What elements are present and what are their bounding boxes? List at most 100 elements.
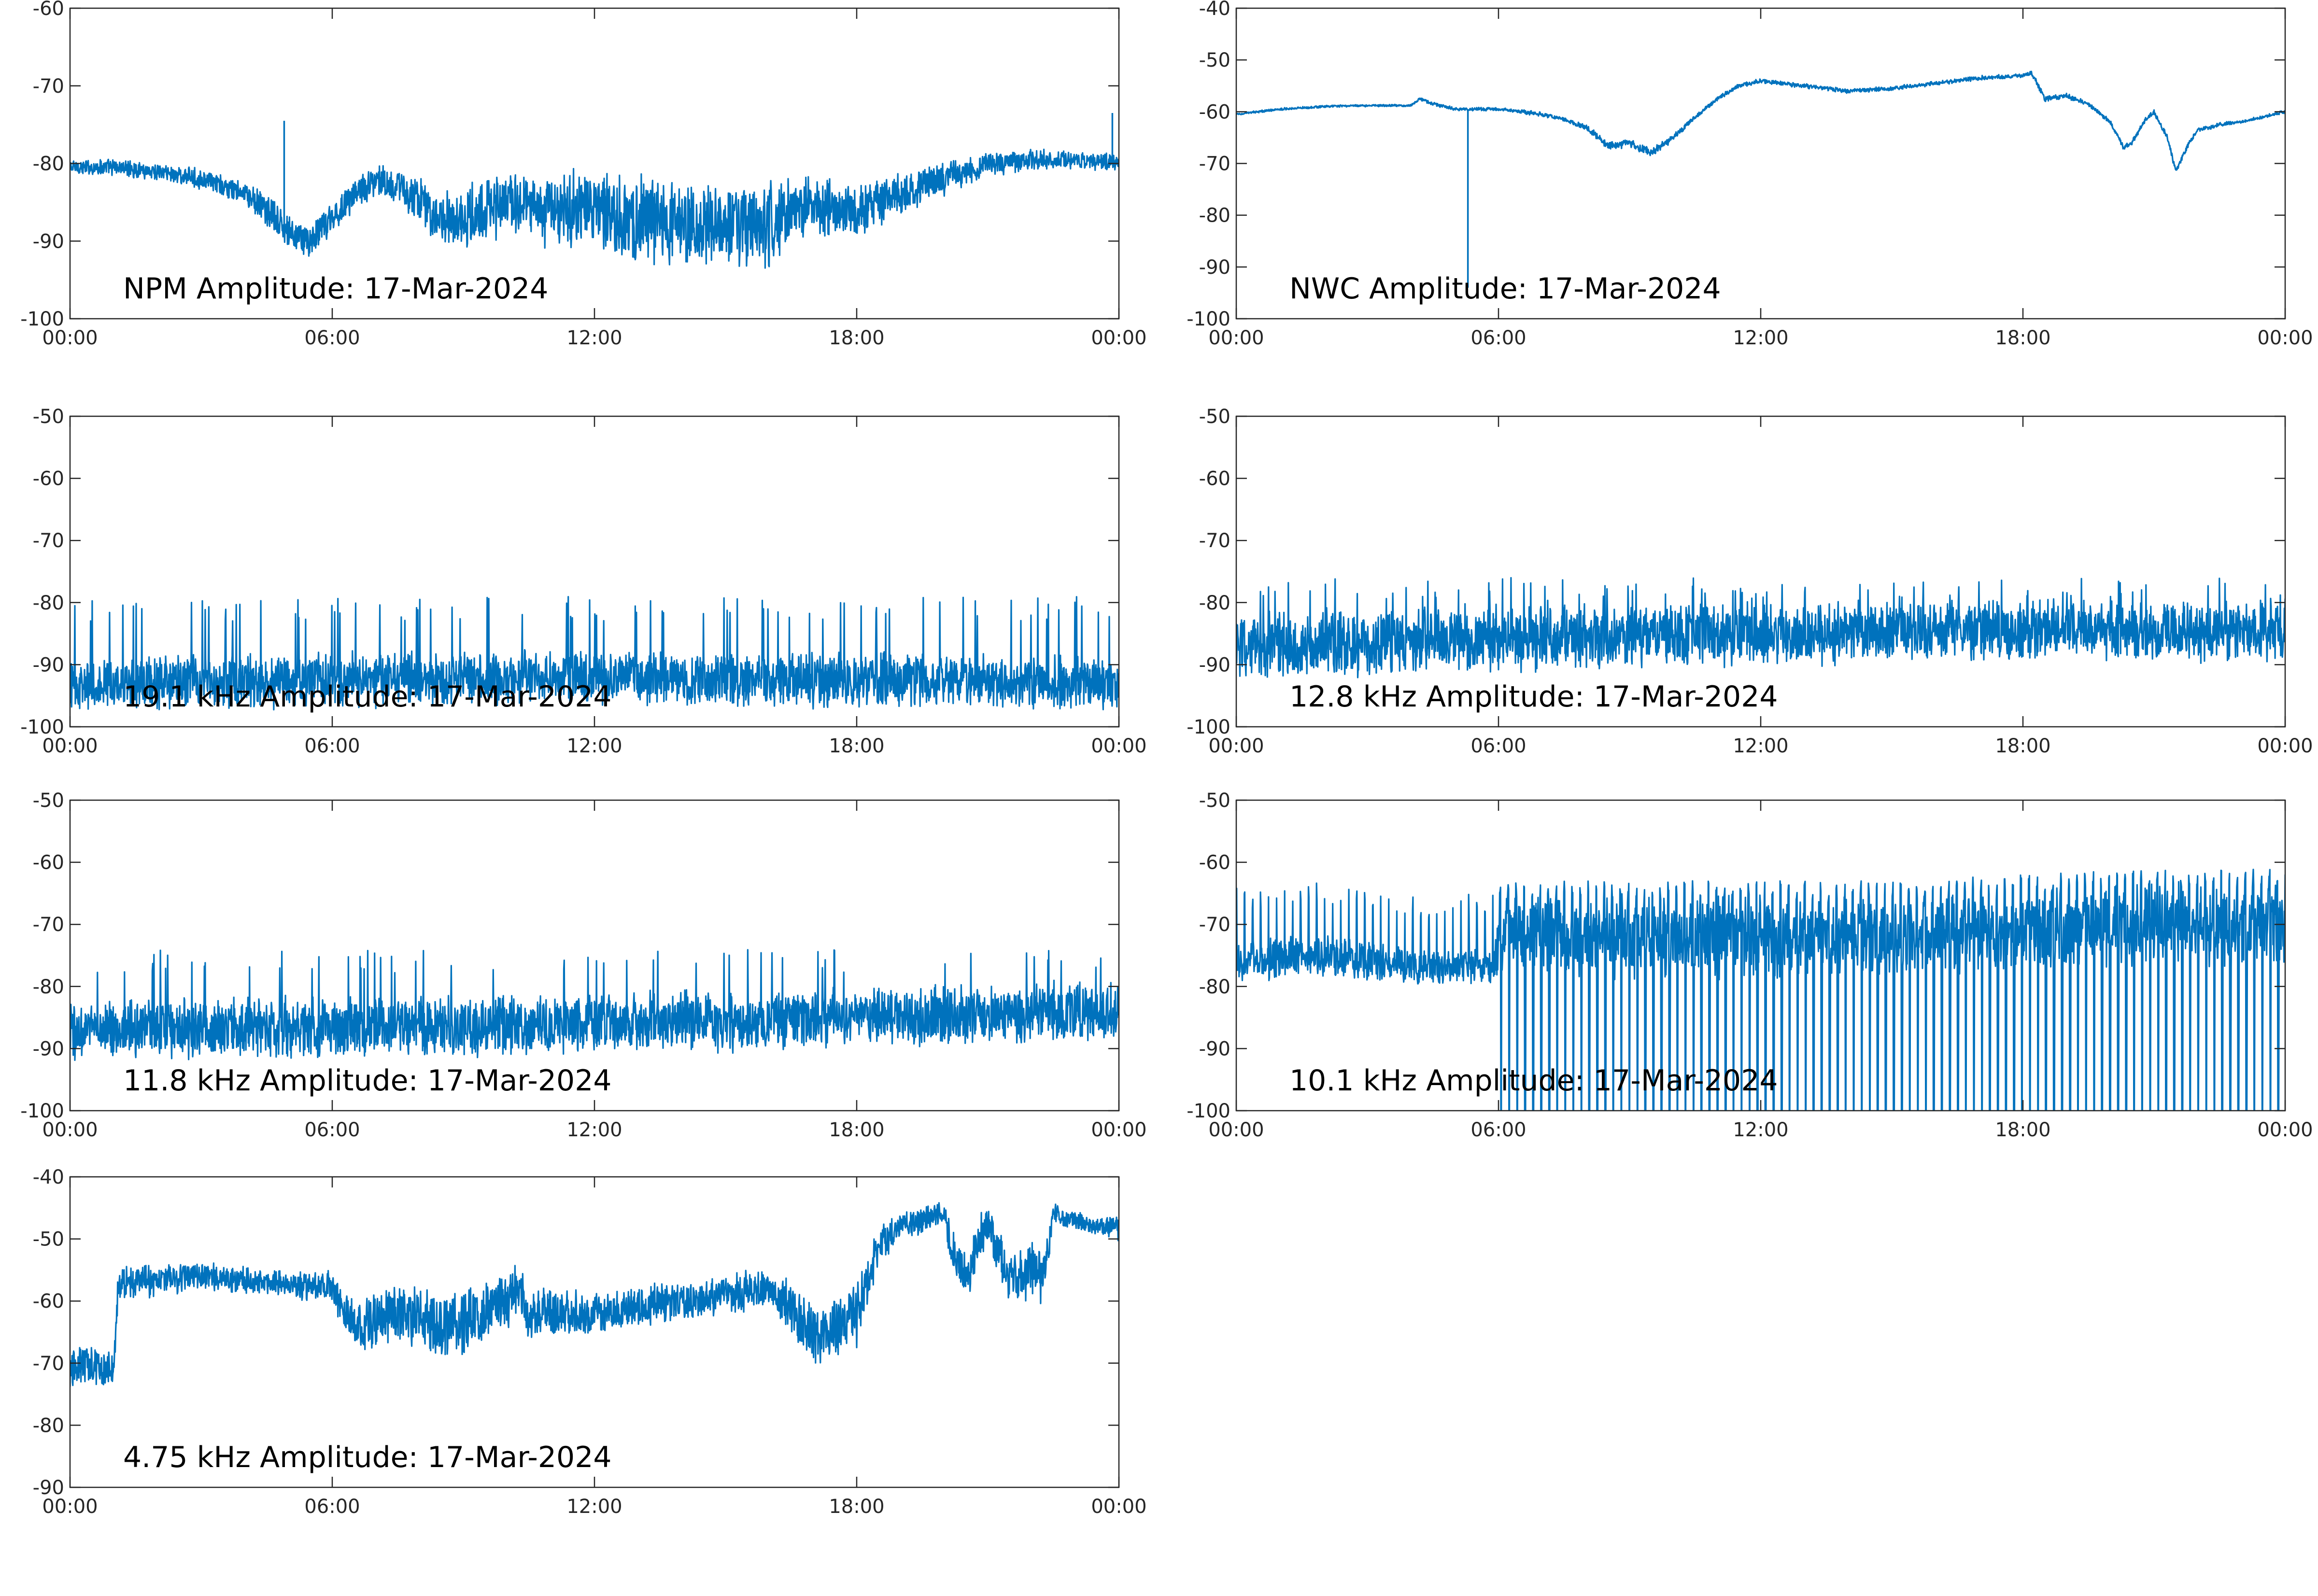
y-tick-label: -100: [1187, 1100, 1230, 1122]
series-group: [1236, 71, 2285, 288]
y-tick-label: -60: [33, 468, 64, 490]
x-tick-label: 12:00: [566, 1119, 622, 1141]
y-tick-label: -70: [1199, 914, 1230, 936]
x-tick-label: 18:00: [1995, 327, 2050, 349]
x-tick-label: 12:00: [566, 735, 622, 757]
x-tick-label: 18:00: [1995, 735, 2050, 757]
series-group: [70, 113, 1119, 269]
y-tick-label: -70: [33, 914, 64, 936]
x-tick-label: 06:00: [1470, 1119, 1526, 1141]
x-tick-label: 12:00: [566, 327, 622, 349]
y-tick-label: -90: [33, 654, 64, 676]
series-line: [70, 1202, 1119, 1387]
series-group: [70, 949, 1119, 1061]
y-tick-label: -60: [1199, 101, 1230, 123]
y-tick-label: -90: [1199, 1038, 1230, 1060]
y-tick-label: -50: [33, 406, 64, 428]
panel-title: NWC Amplitude: 17-Mar-2024: [1289, 272, 1721, 306]
y-tick-label: -70: [33, 75, 64, 98]
y-tick-label: -80: [33, 153, 64, 175]
x-tick-label: 12:00: [566, 1496, 622, 1518]
x-tick-label: 12:00: [1733, 1119, 1788, 1141]
x-tick-label: 00:00: [2257, 1119, 2313, 1141]
y-tick-label: -80: [33, 1414, 64, 1437]
y-tick-label: -100: [20, 1100, 64, 1122]
y-tick-label: -90: [1199, 256, 1230, 279]
panel-title: 12.8 kHz Amplitude: 17-Mar-2024: [1289, 680, 1778, 714]
y-tick-label: -100: [20, 308, 64, 330]
panel-title: 11.8 kHz Amplitude: 17-Mar-2024: [123, 1064, 612, 1098]
y-tick-label: -60: [1199, 852, 1230, 874]
y-tick-label: -80: [1199, 205, 1230, 227]
x-tick-label: 12:00: [1733, 327, 1788, 349]
x-tick-label: 00:00: [1208, 735, 1264, 757]
x-tick-label: 00:00: [1208, 327, 1264, 349]
panel-title: 4.75 kHz Amplitude: 17-Mar-2024: [123, 1441, 612, 1474]
y-tick-label: -50: [1199, 790, 1230, 812]
y-tick-label: -90: [1199, 654, 1230, 676]
x-tick-label: 18:00: [829, 1496, 884, 1518]
series-group: [1236, 868, 2285, 1111]
series-line: [1236, 868, 2285, 1111]
x-tick-label: 00:00: [1091, 327, 1146, 349]
x-tick-label: 18:00: [1995, 1119, 2050, 1141]
series-group: [70, 1202, 1119, 1387]
x-tick-label: 00:00: [1091, 735, 1146, 757]
x-tick-label: 06:00: [304, 735, 360, 757]
panel-title: 19.1 kHz Amplitude: 17-Mar-2024: [123, 680, 612, 714]
y-tick-label: -80: [1199, 976, 1230, 998]
x-tick-label: 06:00: [304, 327, 360, 349]
y-tick-label: -90: [33, 1038, 64, 1060]
x-tick-label: 12:00: [1733, 735, 1788, 757]
x-tick-label: 00:00: [42, 1496, 98, 1518]
x-tick-label: 00:00: [1091, 1496, 1146, 1518]
x-tick-label: 06:00: [304, 1496, 360, 1518]
y-tick-label: -50: [33, 790, 64, 812]
y-tick-label: -70: [33, 530, 64, 552]
y-tick-label: -90: [33, 230, 64, 253]
x-tick-label: 00:00: [42, 735, 98, 757]
y-tick-label: -40: [33, 1166, 64, 1188]
y-tick-label: -40: [1199, 0, 1230, 20]
y-tick-label: -80: [33, 976, 64, 998]
x-tick-label: 18:00: [829, 735, 884, 757]
panel-title: NPM Amplitude: 17-Mar-2024: [123, 272, 548, 306]
series-line: [70, 596, 1119, 711]
y-tick-label: -70: [1199, 153, 1230, 175]
x-tick-label: 18:00: [829, 327, 884, 349]
y-tick-label: -50: [1199, 406, 1230, 428]
x-tick-label: 00:00: [1091, 1119, 1146, 1141]
x-tick-label: 00:00: [2257, 327, 2313, 349]
y-tick-label: -80: [33, 592, 64, 614]
series-line: [70, 949, 1119, 1061]
y-tick-label: -80: [1199, 592, 1230, 614]
y-tick-label: -100: [20, 716, 64, 738]
x-tick-label: 00:00: [42, 327, 98, 349]
y-tick-label: -50: [33, 1229, 64, 1251]
y-tick-label: -60: [33, 1290, 64, 1313]
y-tick-label: -60: [33, 852, 64, 874]
x-tick-label: 00:00: [1208, 1119, 1264, 1141]
series-line: [70, 148, 1119, 269]
y-tick-label: -60: [33, 0, 64, 20]
series-line: [1236, 577, 2285, 678]
x-tick-label: 06:00: [1470, 735, 1526, 757]
y-tick-label: -60: [1199, 468, 1230, 490]
series-group: [70, 596, 1119, 711]
y-tick-label: -70: [33, 1353, 64, 1375]
x-tick-label: 00:00: [2257, 735, 2313, 757]
series-group: [1236, 577, 2285, 678]
x-tick-label: 06:00: [304, 1119, 360, 1141]
series-line: [1236, 71, 2285, 171]
y-tick-label: -90: [33, 1477, 64, 1499]
y-tick-label: -50: [1199, 49, 1230, 71]
